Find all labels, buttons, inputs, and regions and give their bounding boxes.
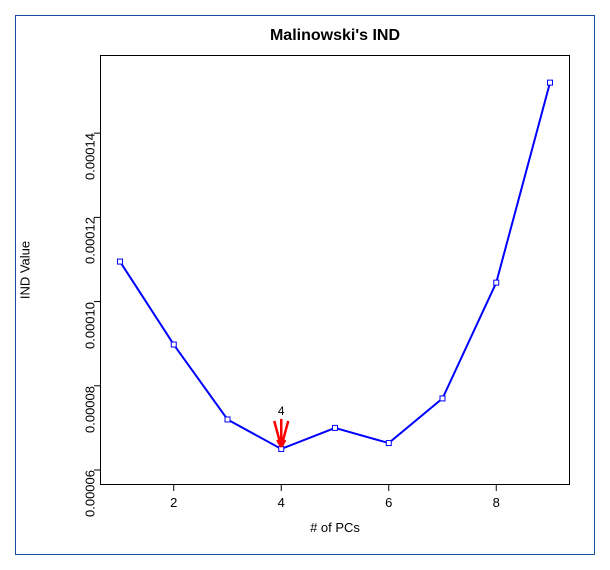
y-tick-label: 0.00012	[83, 217, 98, 264]
y-tick-label: 0.00006	[83, 470, 98, 517]
y-tick-label: 0.00014	[83, 133, 98, 180]
data-marker	[279, 446, 284, 451]
data-marker	[440, 396, 445, 401]
data-marker	[386, 441, 391, 446]
x-tick-label: 8	[493, 495, 500, 510]
data-marker	[118, 259, 123, 264]
data-marker	[225, 417, 230, 422]
x-tick-label: 2	[170, 495, 177, 510]
y-tick-label: 0.00008	[83, 386, 98, 433]
annotation-arrow	[274, 419, 288, 447]
data-line	[120, 83, 550, 449]
data-marker	[494, 280, 499, 285]
data-marker	[333, 425, 338, 430]
data-marker	[548, 80, 553, 85]
data-marker	[171, 342, 176, 347]
annotation-label: 4	[278, 404, 285, 418]
x-tick-label: 6	[385, 495, 392, 510]
y-tick-label: 0.00010	[83, 302, 98, 349]
x-tick-label: 4	[278, 495, 285, 510]
